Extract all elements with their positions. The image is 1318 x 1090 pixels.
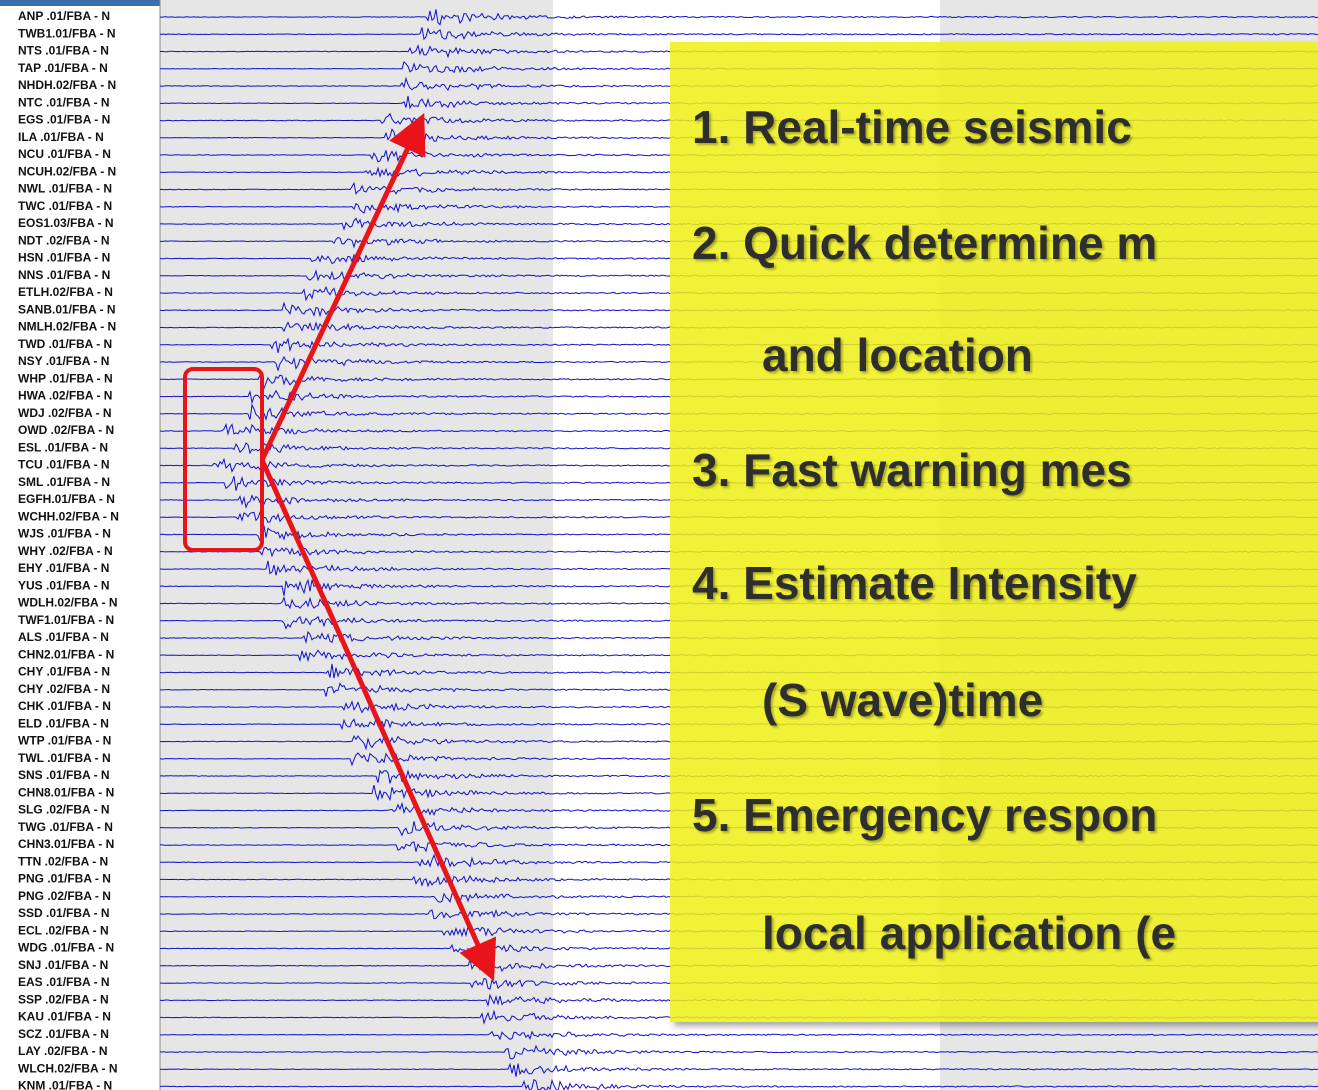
station-label: ANP .01/FBA - N (18, 9, 110, 23)
station-label: NMLH.02/FBA - N (18, 320, 116, 334)
station-label: TWC .01/FBA - N (18, 199, 112, 213)
station-label: WHY .02/FBA - N (18, 544, 113, 558)
station-label: CHK .01/FBA - N (18, 699, 111, 713)
station-label: CHN2.01/FBA - N (18, 647, 114, 661)
waveform (160, 1044, 1318, 1060)
station-label: YUS .01/FBA - N (18, 578, 110, 592)
arrow (259, 458, 497, 982)
station-label: EHY .01/FBA - N (18, 561, 109, 575)
info-line: 4. Estimate Intensity (692, 557, 1137, 609)
station-label: EGFH.01/FBA - N (18, 492, 115, 506)
station-label: TWG .01/FBA - N (18, 820, 113, 834)
station-label: SSP .02/FBA - N (18, 992, 109, 1006)
station-label: ILA .01/FBA - N (18, 130, 104, 144)
station-label: ECL .02/FBA - N (18, 923, 109, 937)
station-label: CHY .02/FBA - N (18, 682, 110, 696)
station-label: SSD .01/FBA - N (18, 906, 110, 920)
station-label: NTS .01/FBA - N (18, 44, 109, 58)
station-label: PNG .01/FBA - N (18, 872, 111, 886)
band (160, 0, 553, 1090)
station-label: WDLH.02/FBA - N (18, 596, 118, 610)
station-label: ETLH.02/FBA - N (18, 285, 113, 299)
station-label: NCUH.02/FBA - N (18, 164, 116, 178)
station-label: LAY .02/FBA - N (18, 1044, 108, 1058)
station-label: CHN8.01/FBA - N (18, 785, 114, 799)
station-label: WCHH.02/FBA - N (18, 509, 119, 523)
info-line: 5. Emergency respon (692, 789, 1158, 841)
station-label: NNS .01/FBA - N (18, 268, 110, 282)
station-label: EOS1.03/FBA - N (18, 216, 114, 230)
station-label: NWL .01/FBA - N (18, 182, 112, 196)
station-label: NHDH.02/FBA - N (18, 78, 116, 92)
station-label: ELD .01/FBA - N (18, 716, 109, 730)
station-label: ALS .01/FBA - N (18, 630, 109, 644)
station-label: NDT .02/FBA - N (18, 233, 110, 247)
station-label: SNS .01/FBA - N (18, 768, 110, 782)
info-line: 2. Quick determine m (692, 217, 1158, 269)
station-label: WLCH.02/FBA - N (18, 1061, 118, 1075)
waveform (159, 1078, 1318, 1090)
station-label: WHP .01/FBA - N (18, 371, 113, 385)
info-line: and location (762, 329, 1033, 381)
station-label: EGS .01/FBA - N (18, 113, 110, 127)
highlight-box (183, 367, 264, 552)
station-label: OWD .02/FBA - N (18, 423, 114, 437)
info-line: (S wave)time (762, 674, 1044, 726)
station-label: CHY .01/FBA - N (18, 665, 110, 679)
station-label: CHN3.01/FBA - N (18, 837, 114, 851)
arrow (259, 112, 426, 462)
station-label: SNJ .01/FBA - N (18, 958, 108, 972)
info-line: 3. Fast warning mes (692, 444, 1132, 496)
station-label: TWL .01/FBA - N (18, 751, 111, 765)
station-label: WJS .01/FBA - N (18, 527, 111, 541)
info-line: 1. Real-time seismic (692, 101, 1132, 153)
station-label: WDG .01/FBA - N (18, 941, 114, 955)
station-label: SML .01/FBA - N (18, 475, 110, 489)
station-label: TAP .01/FBA - N (18, 61, 108, 75)
station-label: NSY .01/FBA - N (18, 354, 109, 368)
station-label: ESL .01/FBA - N (18, 440, 108, 454)
station-label: TWF1.01/FBA - N (18, 613, 114, 627)
station-label: TWD .01/FBA - N (18, 337, 112, 351)
station-label: SANB.01/FBA - N (18, 302, 116, 316)
station-label: NTC .01/FBA - N (18, 95, 110, 109)
station-label: SLG .02/FBA - N (18, 803, 110, 817)
station-label: TWB1.01/FBA - N (18, 26, 116, 40)
station-label: WTP .01/FBA - N (18, 734, 111, 748)
top-bar (0, 0, 160, 6)
station-label: PNG .02/FBA - N (18, 889, 111, 903)
waveform (159, 9, 1318, 26)
info-line: local application (e (762, 907, 1177, 959)
station-label: KAU .01/FBA - N (18, 1010, 111, 1024)
station-label: HSN .01/FBA - N (18, 251, 110, 265)
station-label: TCU .01/FBA - N (18, 458, 110, 472)
station-labels: ANP .01/FBA - N TWB1.01/FBA - N NTS .01/FB… (18, 9, 119, 1090)
station-label: WDJ .02/FBA - N (18, 406, 112, 420)
waveform (159, 27, 1318, 41)
waveform (159, 1030, 1318, 1041)
station-label: EAS .01/FBA - N (18, 975, 110, 989)
station-label: KNM .01/FBA - N (18, 1079, 112, 1090)
waveform (159, 1062, 1318, 1077)
station-label: HWA .02/FBA - N (18, 389, 112, 403)
station-label: SCZ .01/FBA - N (18, 1027, 109, 1041)
station-label: NCU .01/FBA - N (18, 147, 111, 161)
info-box (670, 42, 1318, 1022)
station-label: TTN .02/FBA - N (18, 854, 108, 868)
